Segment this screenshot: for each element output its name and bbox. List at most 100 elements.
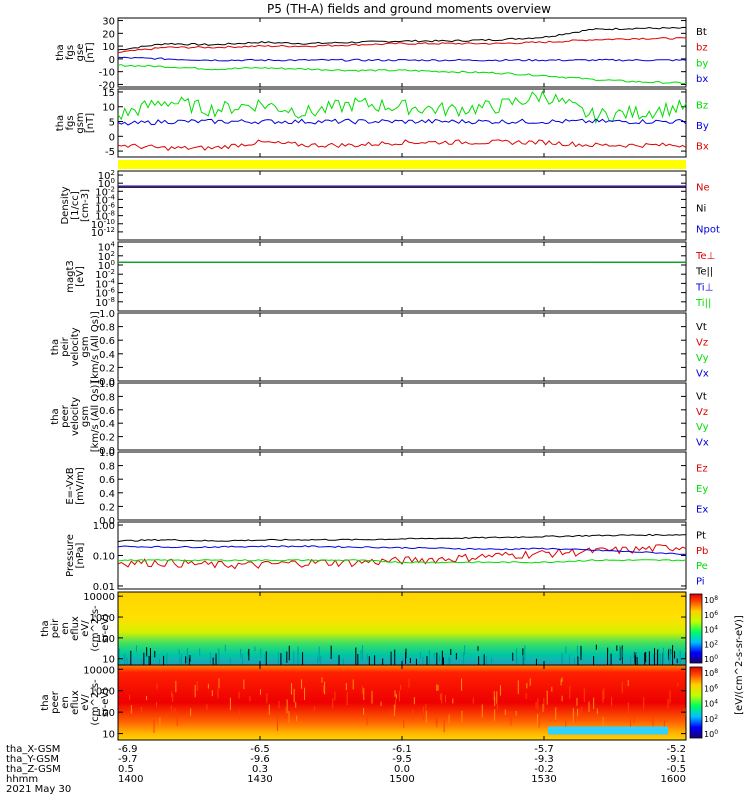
temperature-legend-4: Ti|| (695, 298, 711, 309)
ephemeris-value: -9.3 (534, 754, 554, 765)
fgs_gsm-series-by (117, 118, 687, 126)
ephemeris-value: 1530 (531, 774, 556, 785)
density-legend-3: Npot (696, 225, 720, 236)
ephemeris-value: -6.9 (118, 744, 138, 755)
peir_velocity-frame (117, 312, 687, 382)
fgs_gsm-ylabel: [nT] (85, 113, 96, 133)
ephemeris-value: -0.5 (666, 764, 686, 775)
efield-ytick-label: 0.4 (99, 489, 115, 500)
peer_velocity-ytick-label: 0.8 (99, 392, 115, 403)
peer_velocity-ytick-label: 0.4 (99, 419, 115, 430)
peir_velocity-ylabel: gsm (80, 336, 91, 357)
ephemeris-value: 1500 (389, 774, 414, 785)
fgs-ytick-label: 10 (102, 42, 115, 53)
ephemeris-label: tha_X-GSM (6, 744, 60, 755)
plot-title: P5 (TH-A) fields and ground moments over… (267, 2, 551, 16)
efield-frame (117, 451, 687, 521)
ephemeris-value: -5.2 (666, 744, 686, 755)
peir_eflux-ylabel: sr-eV) (100, 614, 111, 643)
peer_eflux-ylabel: eV/ (80, 694, 91, 711)
peir_eflux-ylabel: (cm^2-s- (90, 605, 101, 652)
efield-legend-3: Ex (696, 505, 708, 516)
peer_eflux-ylabel: eflux (70, 690, 81, 715)
fgs_gsm-ytick-label: 0 (109, 132, 115, 143)
peer_velocity-ytick-label: 1.0 (99, 379, 115, 390)
peir_velocity-ytick-label: 0.0 (99, 377, 115, 388)
pressure-ytick-label: 0.01 (93, 582, 115, 593)
ephemeris-label: tha_Z-GSM (6, 764, 61, 775)
peer_velocity-legend-4: Vx (696, 437, 709, 448)
peir_eflux-colorbar-tick: 100 (704, 654, 718, 664)
pressure-legend-4: Pi (696, 576, 705, 587)
density-ytick-label: 102 (98, 169, 115, 182)
fgs-ylabel: fgs (65, 45, 76, 60)
peir_velocity-legend-2: Vz (696, 337, 708, 348)
ephemeris-value: 1600 (661, 774, 686, 785)
ephemeris-value: -9.7 (118, 754, 138, 765)
peer_eflux-ytick-label: 1000 (90, 687, 115, 698)
peer_eflux-ylabel: peer (50, 690, 61, 714)
peir_velocity-legend-3: Vy (696, 353, 709, 364)
peer_velocity-ylabel: [km/s (All Qs)] (90, 381, 101, 453)
efield-ylabel: [mV/m] (75, 467, 86, 505)
peir_velocity-ylabel: tha (50, 339, 61, 355)
fgs-ytick-label: 0 (109, 55, 115, 66)
peir_eflux-ylabel: en (60, 622, 71, 635)
date-label: 2021 May 30 (6, 784, 71, 795)
fgs_gsm-ytick-label: 10 (102, 103, 115, 114)
peir_eflux-colorbar-tick: 106 (704, 610, 718, 620)
pressure-ytick-label: 1.00 (93, 521, 115, 532)
fgs_gsm-frame (117, 88, 687, 158)
pressure-ytick-label: 0.10 (93, 552, 115, 563)
peir_eflux-colorbar-tick: 102 (704, 639, 718, 649)
peer_eflux-colorbar (689, 666, 703, 739)
temperature-frame (117, 241, 687, 312)
peer_eflux-colorbar-tick: 102 (704, 714, 718, 724)
ephemeris-value: -9.6 (250, 754, 270, 765)
density-ytick-label: 10-12 (91, 226, 115, 239)
efield-ytick-label: 1.0 (99, 448, 115, 459)
density-legend-2: Ni (696, 204, 706, 215)
efield-ylabel: E=-VxB (65, 467, 76, 504)
temperature-ytick-label: 104 (98, 241, 116, 254)
fgs-ylabel: gse (75, 44, 86, 62)
fgs-series-bz (117, 37, 687, 54)
efield-ytick-label: 0.6 (99, 475, 115, 486)
efield-ytick-label: 0.2 (99, 502, 115, 513)
density-ytick-label: 10-2 (95, 185, 115, 198)
ephemeris-value: -6.1 (392, 744, 412, 755)
temperature-ytick-label: 10-6 (95, 287, 115, 300)
temperature-ylabel: [eV] (75, 266, 86, 287)
peir_eflux-ylabel: tha (40, 620, 51, 636)
peir_velocity-ytick-label: 0.2 (99, 363, 115, 374)
peir_eflux-ytick-label: 10000 (83, 592, 115, 603)
peir_velocity-legend-1: Vt (696, 322, 707, 333)
fgs_gsm-legend-1: Bz (696, 100, 708, 111)
density-ylabel: [cm-3] (80, 189, 91, 222)
density-ytick-label: 10-6 (95, 202, 115, 215)
temperature-legend-3: Ti⊥ (695, 282, 713, 293)
ephemeris-label: tha_Y-GSM (6, 754, 59, 765)
peer_velocity-legend-1: Vt (696, 392, 707, 403)
fgs_gsm-ylabel: gsm (75, 112, 86, 133)
peer_velocity-legend-2: Vz (696, 407, 708, 418)
pressure-legend-1: Pt (696, 531, 706, 542)
ephemeris-value: 1400 (118, 774, 143, 785)
ephemeris-value: -9.5 (392, 754, 412, 765)
peer_eflux-ylabel: en (60, 696, 71, 709)
peer_velocity-ylabel: gsm (80, 406, 91, 427)
fgs-legend-2: bz (696, 43, 708, 54)
temperature-ytick-label: 10-2 (95, 268, 115, 281)
peer_velocity-ytick-label: 0.2 (99, 433, 115, 444)
colorbar-label: [eV/(cm^2-s-sr-eV)] (734, 615, 745, 715)
peir_eflux-ylabel: eV/ (80, 620, 91, 637)
fgs-legend-3: by (696, 58, 708, 69)
peer_velocity-ylabel: tha (50, 408, 61, 424)
fgs-legend-1: Bt (696, 27, 707, 38)
peir_eflux-colorbar-tick: 108 (704, 595, 718, 605)
fgs-series-by (117, 64, 687, 85)
density-ylabel: Density (60, 186, 71, 224)
peer_velocity-legend-3: Vy (696, 422, 709, 433)
peir_eflux-ylabel: peir (50, 618, 61, 638)
